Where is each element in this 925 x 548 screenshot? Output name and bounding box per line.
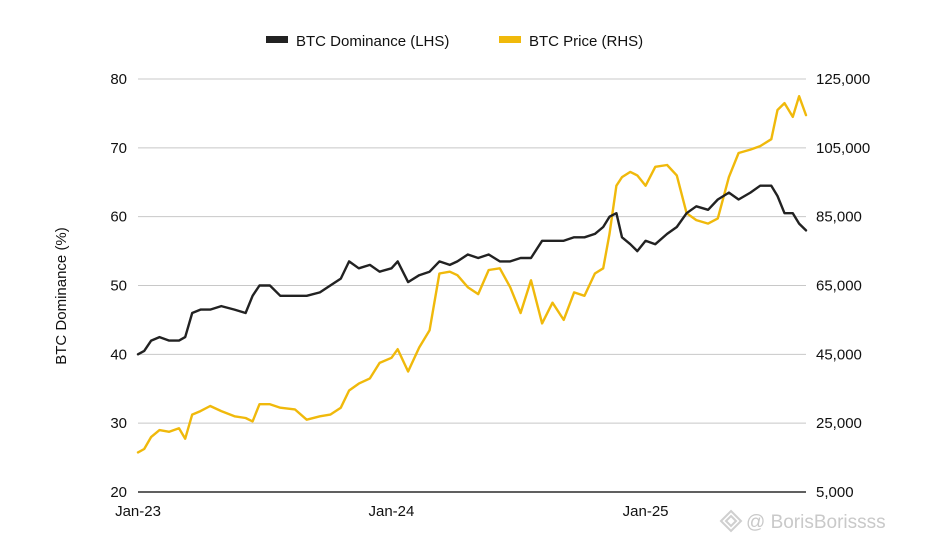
x-tick-label: Jan-24: [369, 503, 415, 520]
left-tick-label: 60: [110, 209, 127, 226]
left-tick-label: 40: [110, 346, 127, 363]
left-tick-label: 20: [110, 484, 127, 501]
gridlines: [138, 78, 806, 424]
legend-label-dominance: BTC Dominance (LHS): [296, 33, 449, 50]
right-tick-label: 85,000: [816, 209, 862, 226]
right-tick-label: 5,000: [816, 484, 854, 501]
watermark-text: @ BorisBorissss: [746, 512, 886, 533]
series-line-dominance: [136, 184, 808, 356]
watermark: @ BorisBorissss: [719, 509, 886, 533]
right-tick-label: 125,000: [816, 71, 870, 88]
left-tick-label: 70: [110, 140, 127, 157]
right-axis-ticks: 5,000 25,000 45,000 65,000 85,000 105,000 125,…: [816, 71, 870, 501]
left-axis-title: BTC Dominance (%): [53, 227, 70, 365]
legend: BTC Dominance (LHS) BTC Price (RHS): [266, 33, 643, 50]
right-tick-label: 65,000: [816, 278, 862, 295]
legend-swatch-price: [499, 36, 521, 43]
legend-label-price: BTC Price (RHS): [529, 33, 643, 50]
x-axis-ticks: Jan-23 Jan-24 Jan-25: [115, 503, 668, 520]
binance-diamond-icon: [719, 509, 743, 533]
right-tick-label: 45,000: [816, 346, 862, 363]
left-tick-label: 30: [110, 415, 127, 432]
series-line-price: [136, 95, 808, 454]
left-axis-ticks: 20 30 40 50 60 70 80: [110, 71, 127, 501]
left-tick-label: 50: [110, 278, 127, 295]
series-layer: [136, 95, 808, 454]
x-tick-label: Jan-23: [115, 503, 161, 520]
left-tick-label: 80: [110, 71, 127, 88]
right-tick-label: 105,000: [816, 140, 870, 157]
legend-swatch-dominance: [266, 36, 288, 43]
x-tick-label: Jan-25: [623, 503, 669, 520]
right-tick-label: 25,000: [816, 415, 862, 432]
